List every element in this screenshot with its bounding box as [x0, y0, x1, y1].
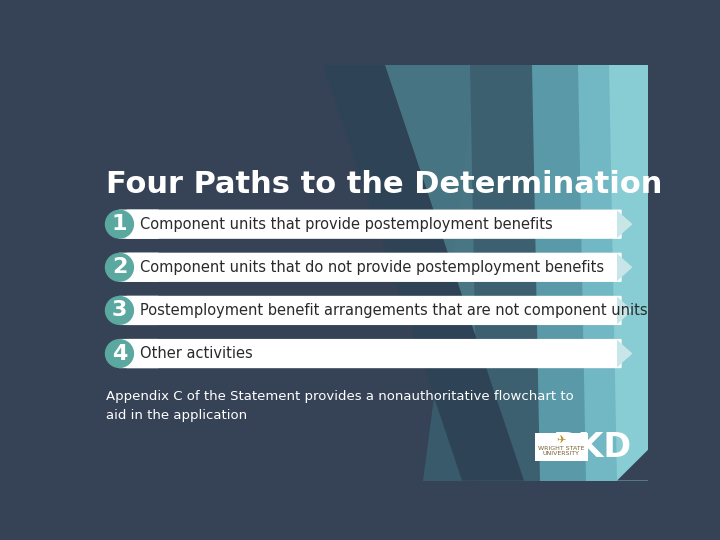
Text: Four Paths to the Determination: Four Paths to the Determination: [106, 170, 662, 199]
Text: 2: 2: [112, 258, 127, 278]
Polygon shape: [617, 340, 632, 367]
Polygon shape: [532, 65, 648, 481]
Polygon shape: [384, 65, 648, 481]
Text: UNIVERSITY: UNIVERSITY: [543, 451, 580, 456]
Circle shape: [106, 210, 133, 238]
Polygon shape: [578, 65, 648, 481]
FancyBboxPatch shape: [127, 210, 621, 239]
Polygon shape: [423, 65, 648, 481]
Text: 4: 4: [112, 343, 127, 363]
Polygon shape: [431, 450, 648, 481]
Text: WRIGHT STATE: WRIGHT STATE: [538, 446, 585, 451]
FancyBboxPatch shape: [127, 296, 621, 325]
Text: Component units that do not provide postemployment benefits: Component units that do not provide post…: [140, 260, 604, 275]
Polygon shape: [586, 403, 648, 481]
FancyBboxPatch shape: [119, 339, 159, 368]
Text: Appendix C of the Statement provides a nonauthoritative flowchart to
aid in the : Appendix C of the Statement provides a n…: [106, 390, 573, 422]
Polygon shape: [609, 65, 648, 481]
Text: ✈: ✈: [557, 436, 566, 446]
FancyBboxPatch shape: [535, 433, 588, 461]
FancyBboxPatch shape: [127, 339, 621, 368]
FancyBboxPatch shape: [119, 296, 159, 325]
Circle shape: [106, 340, 133, 367]
Polygon shape: [617, 253, 632, 281]
Text: 3: 3: [112, 300, 127, 320]
Text: 1: 1: [112, 214, 127, 234]
Text: Other activities: Other activities: [140, 346, 252, 361]
Text: Postemployment benefit arrangements that are not component units: Postemployment benefit arrangements that…: [140, 303, 647, 318]
FancyBboxPatch shape: [119, 253, 159, 282]
Polygon shape: [469, 65, 648, 481]
Polygon shape: [524, 342, 648, 481]
Polygon shape: [617, 211, 632, 238]
Circle shape: [106, 296, 133, 325]
Polygon shape: [323, 65, 524, 481]
Text: BKD: BKD: [554, 431, 632, 464]
FancyBboxPatch shape: [119, 210, 159, 239]
Text: Component units that provide postemployment benefits: Component units that provide postemploym…: [140, 217, 552, 232]
FancyBboxPatch shape: [127, 253, 621, 282]
Polygon shape: [392, 65, 648, 381]
Polygon shape: [617, 296, 632, 325]
Circle shape: [106, 253, 133, 281]
